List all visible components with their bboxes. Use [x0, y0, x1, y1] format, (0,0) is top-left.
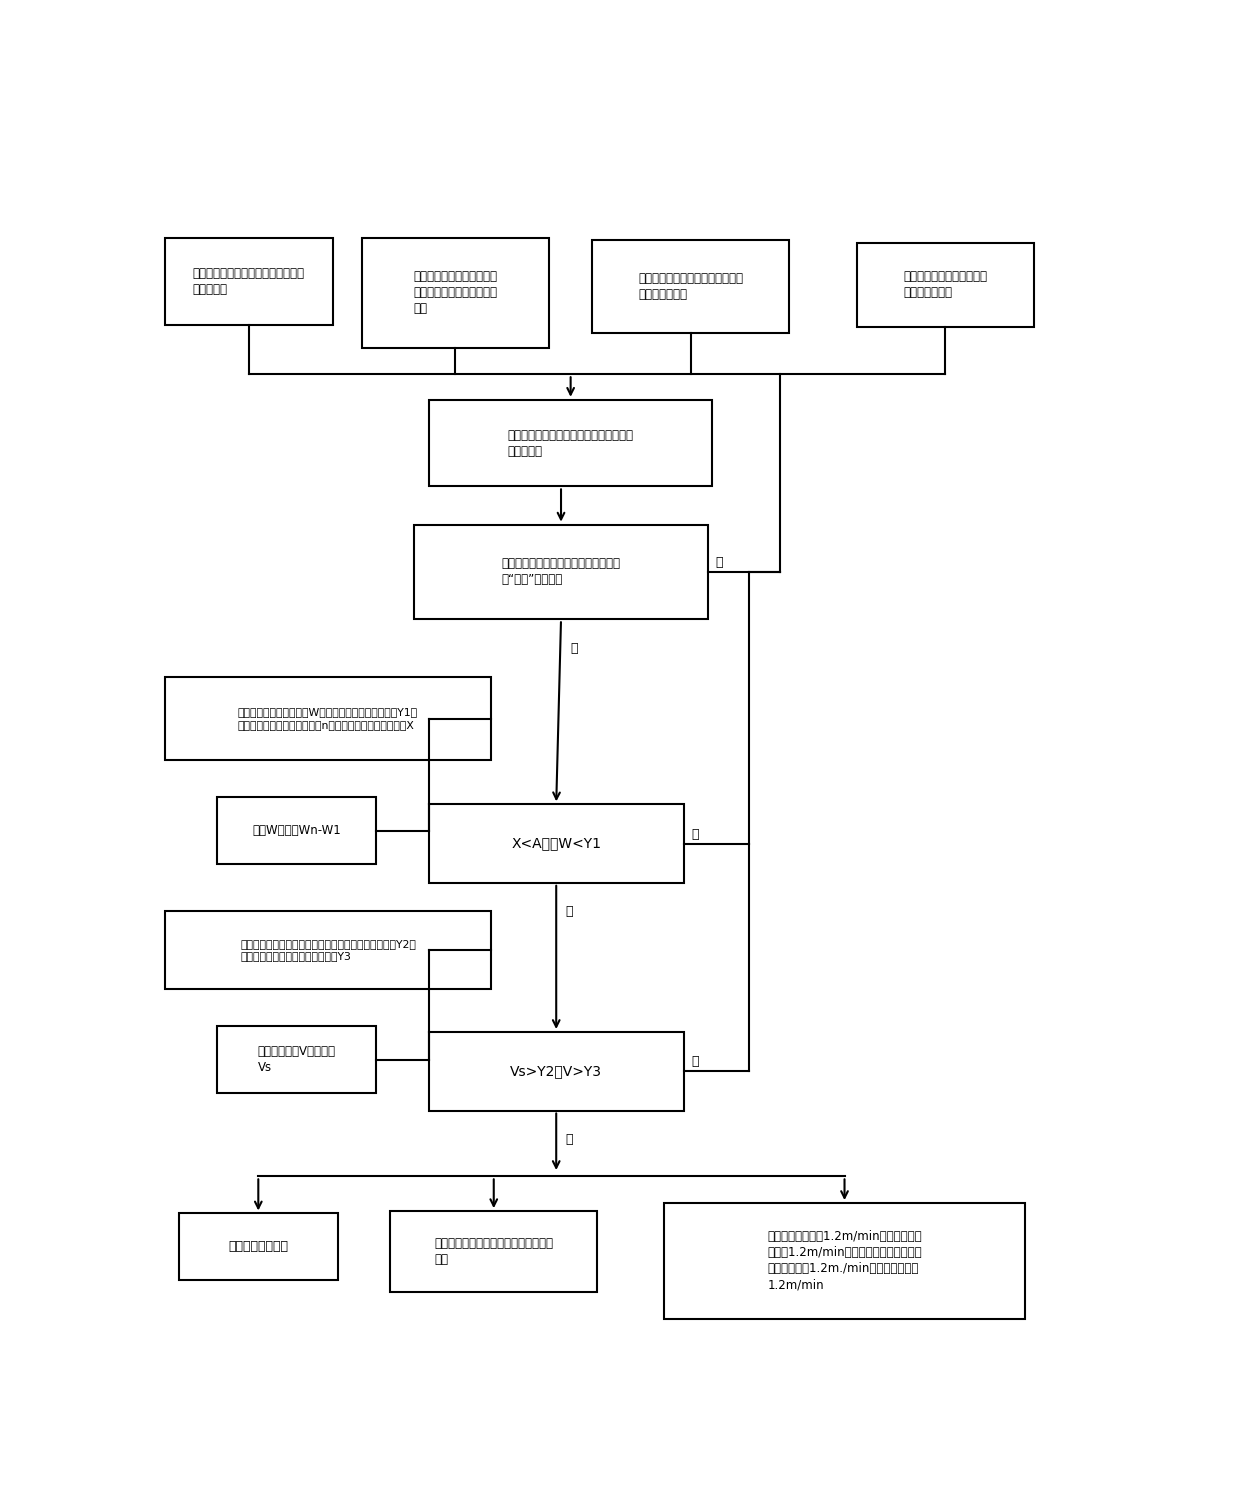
FancyBboxPatch shape [362, 237, 549, 348]
Text: X<A，且W<Y1: X<A，且W<Y1 [511, 836, 601, 851]
Text: 设置结晶器液位工艺参数W，设置结晶器液位工艺参数Y1，
设置结晶器液位下降周期参数n，设置结晶器液位波动参数X: 设置结晶器液位工艺参数W，设置结晶器液位工艺参数Y1， 设置结晶器液位下降周期参… [238, 707, 418, 729]
FancyBboxPatch shape [217, 797, 376, 865]
FancyBboxPatch shape [429, 399, 712, 486]
Text: 采集结晶器液位控制模式，判断是否处
于“自动”控制模式: 采集结晶器液位控制模式，判断是否处 于“自动”控制模式 [501, 557, 620, 587]
Text: 采集结晶器液位，并判断是
否处于正常范围: 采集结晶器液位，并判断是 否处于正常范围 [904, 270, 987, 299]
Text: Vs>Y2且V>Y3: Vs>Y2且V>Y3 [510, 1064, 603, 1078]
Text: 否: 否 [715, 557, 723, 569]
FancyBboxPatch shape [179, 1213, 337, 1280]
FancyBboxPatch shape [665, 1202, 1024, 1318]
Text: 设置漏钢发生时的液位下降速度与拉速比值的工艺参数Y2，
设置漏钢事故发生时工艺最小拉速Y3: 设置漏钢发生时的液位下降速度与拉速比值的工艺参数Y2， 设置漏钢事故发生时工艺最… [241, 938, 415, 961]
Text: 是: 是 [570, 641, 578, 654]
FancyBboxPatch shape [857, 243, 1034, 327]
Text: 是: 是 [565, 1133, 573, 1145]
Text: 否: 否 [691, 827, 698, 841]
Text: 采集铸机拉速，并确认是否大于正
常最低最低拉速: 采集铸机拉速，并确认是否大于正 常最低最低拉速 [639, 272, 743, 302]
FancyBboxPatch shape [165, 237, 332, 324]
Text: 否: 否 [691, 1055, 698, 1069]
FancyBboxPatch shape [414, 524, 708, 620]
FancyBboxPatch shape [217, 1027, 376, 1093]
FancyBboxPatch shape [429, 1031, 683, 1111]
Text: 输出控流紧急关闭信号，紧急关闭控流
机构: 输出控流紧急关闭信号，紧急关闭控流 机构 [434, 1237, 553, 1265]
FancyBboxPatch shape [593, 240, 789, 333]
FancyBboxPatch shape [429, 805, 683, 883]
Text: 采集W，计算Wn-W1: 采集W，计算Wn-W1 [253, 824, 341, 838]
Text: 采集铸机拉速V，并计算
Vs: 采集铸机拉速V，并计算 Vs [258, 1045, 336, 1075]
Text: 判断拉速是否大于1.2m/min，如果大于或
者等于1.2m/min，则按照原拉速将板坯拉
出，如果小于1.2m./min，则将拉速升到
1.2m/min: 判断拉速是否大于1.2m/min，如果大于或 者等于1.2m/min，则按照原拉… [768, 1231, 921, 1291]
Text: 是: 是 [565, 905, 573, 919]
Text: 条件都满足，则对铸机状态进行监控和工
艺参数收集: 条件都满足，则对铸机状态进行监控和工 艺参数收集 [507, 429, 634, 458]
Text: 采集结晶器液位控制参数，
判断是否处于正常自动工作
状态: 采集结晶器液位控制参数， 判断是否处于正常自动工作 状态 [413, 270, 497, 315]
Text: 发出声光报警提醒: 发出声光报警提醒 [228, 1240, 289, 1253]
FancyBboxPatch shape [165, 677, 491, 761]
FancyBboxPatch shape [165, 911, 491, 989]
FancyBboxPatch shape [391, 1211, 596, 1292]
Text: 采集铸机工作模式，判断是否处于正
常浇注状态: 采集铸机工作模式，判断是否处于正 常浇注状态 [192, 267, 305, 296]
